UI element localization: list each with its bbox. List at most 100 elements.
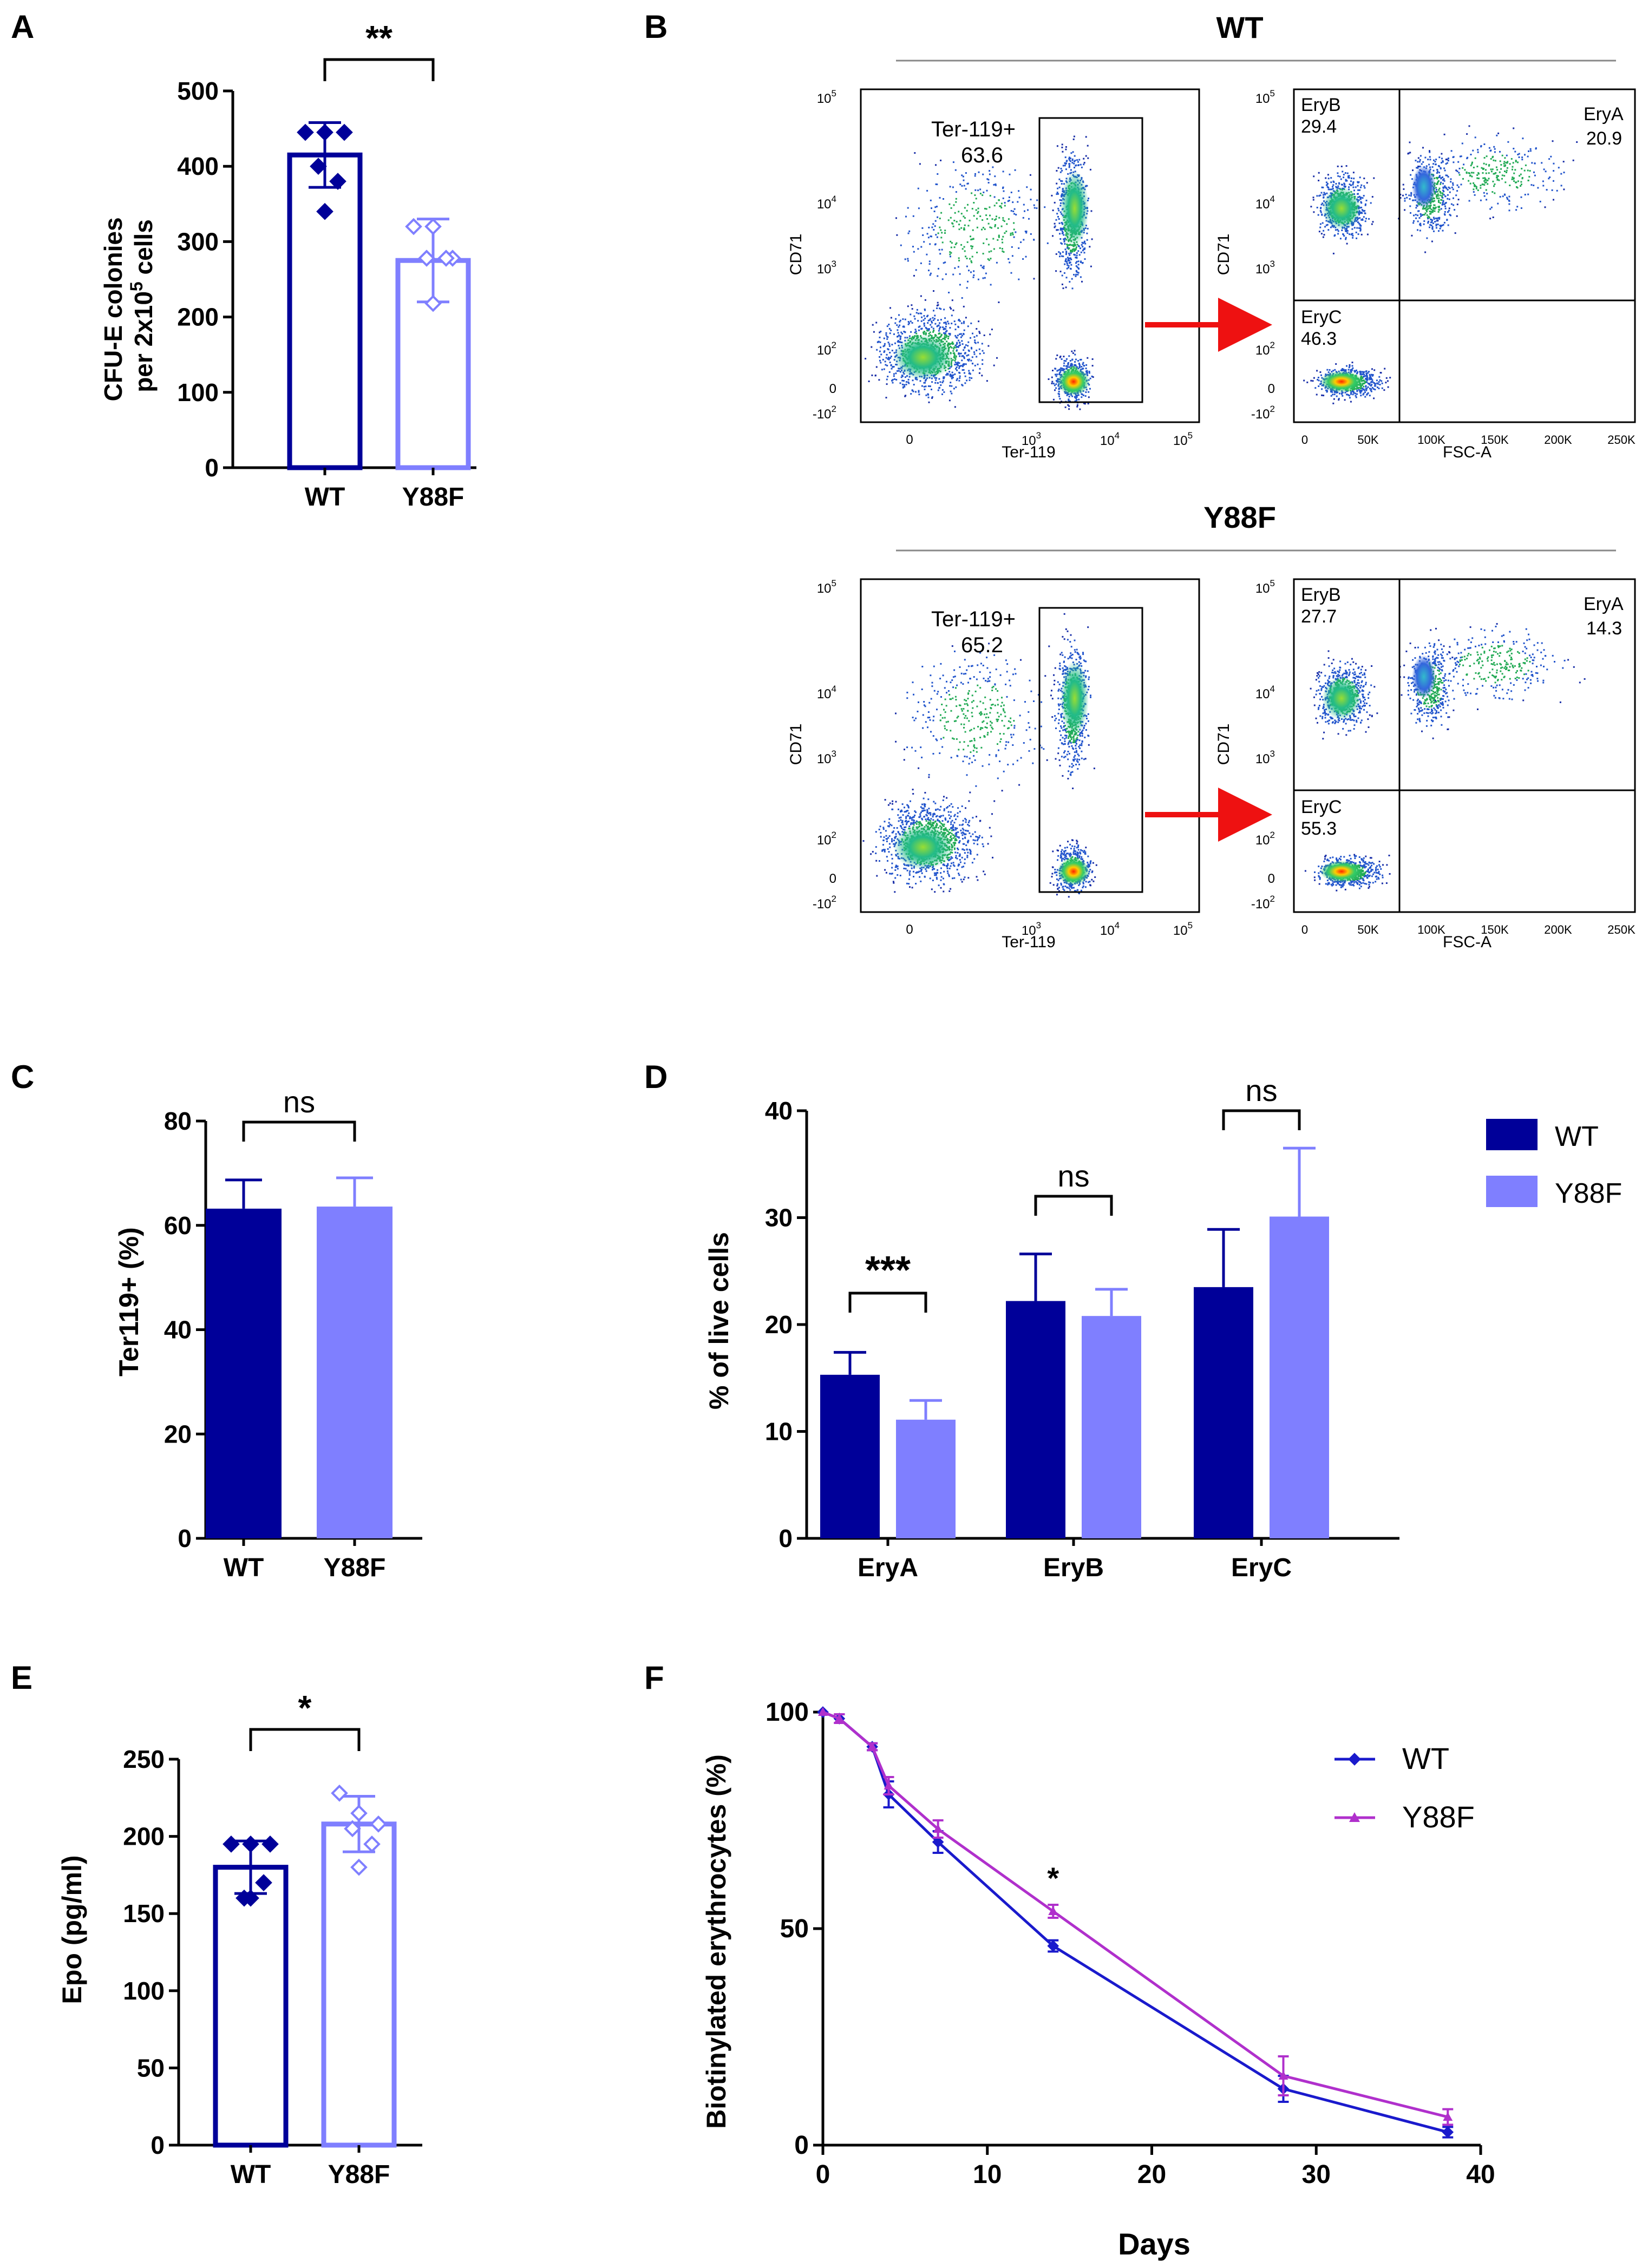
B-density-core	[1412, 165, 1436, 208]
A-plot-data-point	[336, 123, 353, 141]
F-line-wt	[822, 1710, 1448, 2134]
C-x-tick-label: WT	[224, 1553, 264, 1582]
B-left-x-tick-label: 104	[1100, 430, 1120, 448]
F-point-y88f	[884, 1781, 894, 1790]
A-plot-bar-wt	[287, 152, 363, 470]
A-plot-y-tick-label: 0	[205, 454, 219, 482]
B-left-x-tick-label: 103	[1022, 430, 1041, 448]
A-plot-data-point	[405, 218, 422, 235]
A-plot-data-point	[310, 158, 327, 175]
B-right-y-tick-label: 104	[1255, 194, 1275, 212]
E-plot-y-tick-label: 50	[137, 2054, 165, 2082]
B-right-xlabel: FSC-A	[1443, 933, 1491, 951]
B-right-x-tick-label: 50K	[1357, 923, 1378, 936]
D-significance-bracket	[1222, 1109, 1301, 1130]
D-x-tick-label: EryC	[1231, 1553, 1292, 1582]
B-density-core	[1057, 368, 1090, 396]
B-cloud-scatter	[895, 643, 1052, 799]
D-y-tick-label: 0	[779, 1524, 793, 1552]
A-plot-data-point	[424, 294, 442, 312]
D-bar-erya-y88f	[896, 1419, 956, 1538]
F-legend-label-wt: WT	[1402, 1741, 1449, 1775]
B-right-x-tick-label: 0	[1301, 923, 1308, 936]
A-plot-x-tick-label: WT	[305, 483, 345, 512]
A-plot-data-point	[418, 250, 435, 267]
D-bar-eryb-wt	[1006, 1301, 1065, 1538]
B-cloud-eryA-tail	[1412, 125, 1578, 222]
C-significance-bracket	[242, 1120, 356, 1142]
B-group-title: Y88F	[1203, 500, 1276, 534]
E-plot-data-point	[350, 1804, 368, 1822]
B-right-x-tick-label: 150K	[1481, 433, 1509, 447]
A-plot-y-tick-label: 300	[177, 227, 219, 255]
E-plot-significance-label: *	[298, 1688, 312, 1727]
D-y-tick-label: 30	[765, 1204, 793, 1232]
A-plot-data-point	[297, 123, 314, 141]
D-legend-label-wt: WT	[1555, 1121, 1599, 1152]
F-point-wt	[1442, 2126, 1454, 2138]
B-gate-ter119	[1038, 607, 1143, 893]
B-eryB-label: EryB	[1301, 585, 1341, 605]
B-left-y-tick-label: -102	[813, 894, 836, 912]
B-left-y-tick-label: -102	[813, 404, 836, 422]
D-y-tick-label: 10	[765, 1418, 793, 1446]
B-left-x-tick-label: 0	[906, 922, 913, 937]
B-right-y-tick-label: 103	[1255, 749, 1275, 766]
B-left-y-tick-label: 104	[817, 684, 836, 702]
D-significance-label: ***	[865, 1249, 911, 1292]
F-line-y88f	[822, 1710, 1448, 2119]
B-gate-value: 63.6	[961, 143, 1003, 167]
E-plot-x-tick-label: WT	[231, 2160, 271, 2189]
B-eryC-label: EryC	[1301, 307, 1342, 327]
A-plot-y-tick-label: 200	[177, 303, 219, 331]
panel-d-ylabel: % of live cells	[704, 1232, 734, 1410]
D-legend-swatch-y88f	[1486, 1176, 1538, 1207]
B-gate-value: 65.2	[961, 633, 1003, 657]
B-eryA-value: 20.9	[1586, 128, 1622, 149]
B-left-ylabel: CD71	[787, 724, 805, 765]
F-legend-marker-y88f	[1349, 1812, 1360, 1822]
B-density-core	[1057, 857, 1090, 886]
C-significance-label: ns	[283, 1085, 315, 1119]
E-plot-data-point	[223, 1836, 240, 1853]
F-y-tick-label: 100	[766, 1698, 809, 1727]
F-legend-label-y88f: Y88F	[1402, 1800, 1475, 1834]
A-plot-data-point	[316, 202, 333, 220]
C-y-tick-label: 20	[164, 1420, 192, 1448]
B-eryC-label: EryC	[1301, 797, 1342, 817]
panel-f: F Biotinylated erythrocytes (%) Days 0 50…	[644, 1660, 1495, 2261]
B-density-core	[1320, 371, 1363, 392]
B-right-y-tick-label: 0	[1268, 871, 1275, 886]
panel-a: A CFU-E colonies per 2x105 cells 0 100 200…	[11, 9, 476, 512]
F-x-tick-label: 20	[1137, 2160, 1166, 2189]
A-plot-significance-bracket	[323, 58, 435, 81]
panel-e-label: E	[11, 1660, 32, 1696]
D-significance-label: ns	[1057, 1159, 1089, 1193]
panel-c-label: C	[11, 1059, 34, 1095]
E-plot-y-tick-label: 200	[123, 1823, 165, 1851]
panel-c: C Ter119+ (%) 0 20 40 60 80 WT Y88F ns	[11, 1059, 422, 1582]
panel-f-xlabel: Days	[1118, 2227, 1190, 2261]
E-plot-data-point	[242, 1836, 259, 1853]
B-left-y-tick-label: 103	[817, 259, 836, 277]
panel-d: D % of live cells 0 10 20 30 40 EryA *** EryB ns…	[644, 1059, 1622, 1582]
panel-b-label: B	[644, 9, 668, 45]
B-left-x-tick-label: 103	[1022, 920, 1041, 938]
B-density-core	[893, 335, 953, 380]
F-y-tick-label: 50	[780, 1915, 809, 1943]
B-left-x-tick-label: 104	[1100, 920, 1120, 938]
panel-e: E Epo (pg/ml) 0 50 100 150 200 250 WT Y88F *	[11, 1660, 422, 2189]
B-density-core	[1320, 861, 1363, 882]
panel-f-ylabel: Biotinylated erythrocytes (%)	[701, 1754, 731, 2129]
B-plot-ter119-vs-cd71: Ter-119+63.6 Ter-119 CD71 0 103 104 105 105 104 1…	[787, 88, 1200, 461]
B-gate-ter119	[1038, 117, 1143, 403]
panel-c-ylabel: Ter119+ (%)	[114, 1227, 144, 1376]
F-point-wt	[1047, 1940, 1059, 1952]
panel-d-label: D	[644, 1059, 668, 1095]
B-right-x-tick-label: 200K	[1544, 923, 1572, 936]
E-plot-data-point	[242, 1889, 259, 1907]
B-gate-label: Ter-119+	[931, 117, 1016, 141]
F-x-tick-label: 30	[1302, 2160, 1331, 2189]
panel-a-label: A	[11, 9, 34, 45]
